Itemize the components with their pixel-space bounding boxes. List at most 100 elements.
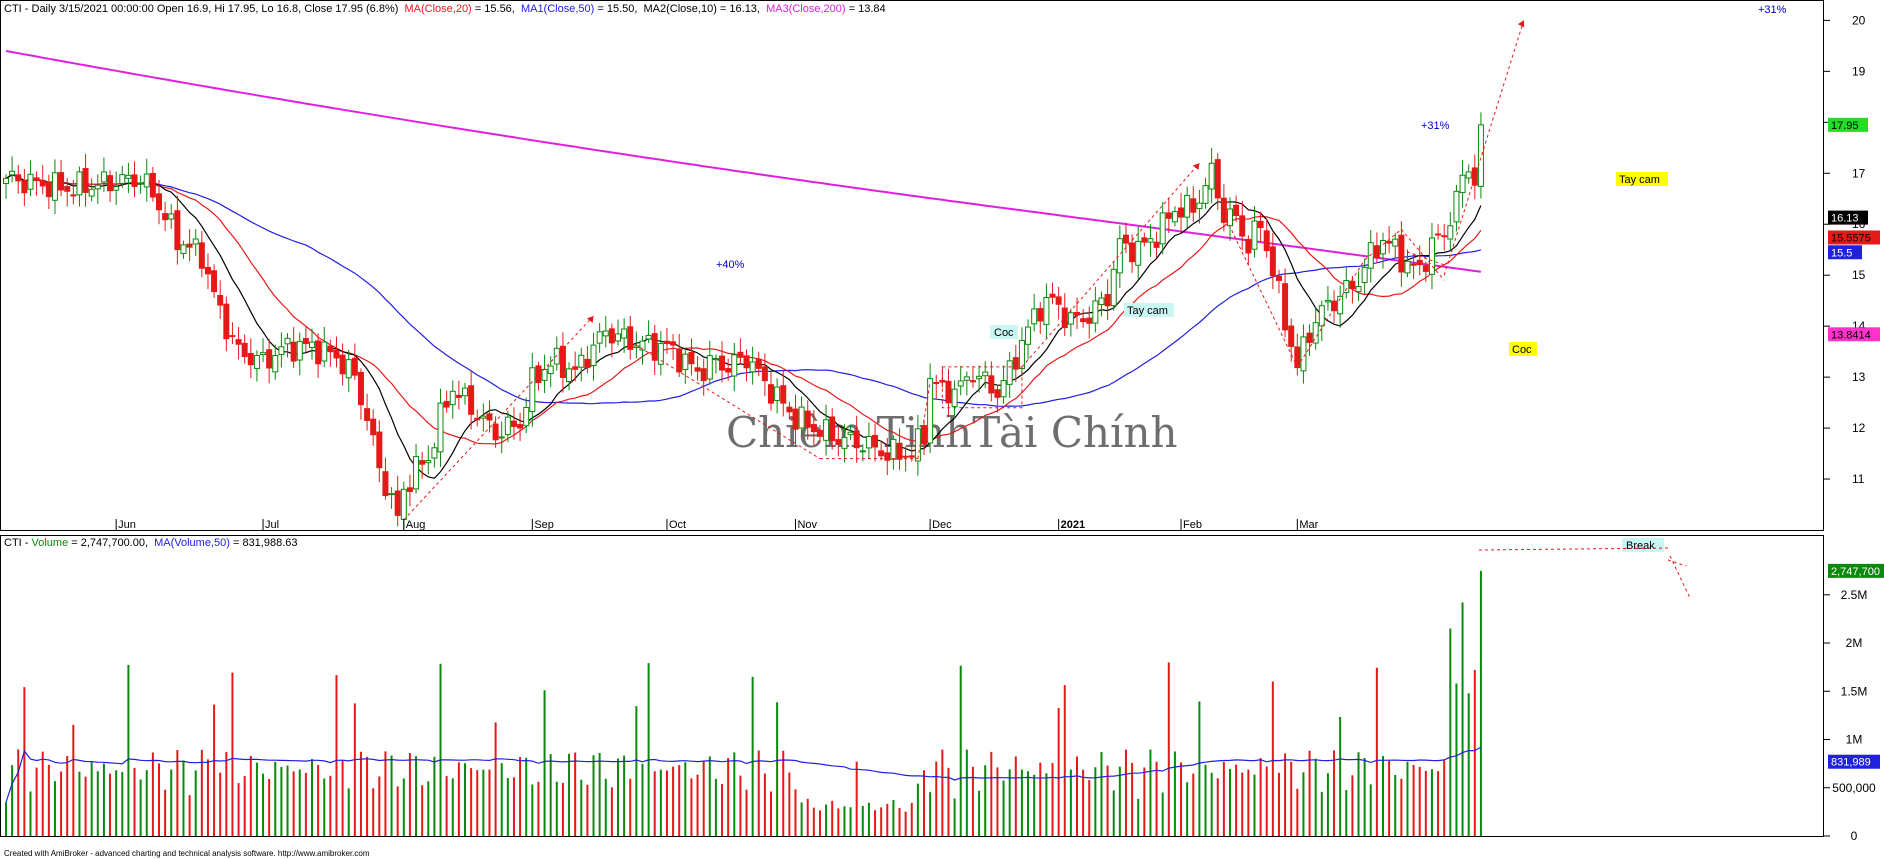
candle-body (719, 355, 726, 371)
candle-body (364, 408, 371, 421)
last-value-tags: 17.95 16.13 15.5575 15.5 13.8414 2,747,700 831… (1828, 117, 1884, 769)
candle-body (615, 333, 621, 342)
candle-body (1227, 208, 1233, 227)
candle-body (682, 353, 689, 371)
candle-body (382, 471, 389, 497)
candle-body (590, 344, 597, 366)
candle-body (180, 244, 187, 254)
candle-body (296, 340, 303, 361)
candle-body (309, 341, 315, 348)
candle-body (621, 328, 628, 339)
trend-line-mar (1443, 20, 1525, 276)
candle-body (572, 366, 579, 370)
volume-ma-line (5, 746, 1482, 803)
candle-body (510, 420, 517, 427)
candle-body (94, 184, 101, 190)
candle-body (1386, 240, 1393, 244)
month-label: Jun (118, 519, 136, 531)
arrow-head (1517, 20, 1525, 28)
candle-body (670, 341, 677, 346)
candles (3, 112, 1484, 530)
candle-body (419, 460, 426, 465)
candle-body (694, 367, 701, 372)
candle-body (1343, 279, 1350, 294)
candle-body (547, 365, 554, 375)
volume-value: = 2,747,700.00, (71, 537, 148, 549)
candle-body (1294, 346, 1301, 369)
candle-body (1129, 242, 1136, 263)
candle-body (33, 177, 40, 181)
candle-body (266, 349, 273, 369)
price-tick-label: 11 (1852, 472, 1865, 486)
ma50-line (5, 174, 1482, 407)
candle-body (162, 213, 169, 221)
candle-body (927, 378, 934, 444)
volume-tick-label: 500,000 (1832, 781, 1876, 795)
volume-ma-label: MA(Volume,50) (154, 537, 230, 549)
candle-body (945, 380, 952, 404)
candle-body (315, 340, 322, 365)
ma200-value: = 13.84 (849, 3, 886, 15)
candle-body (376, 431, 383, 469)
candle-body (963, 376, 970, 381)
candle-body (1171, 211, 1178, 223)
candle-body (859, 450, 866, 453)
candle-body (3, 177, 9, 184)
candle-body (39, 179, 46, 187)
candle-body (865, 435, 872, 449)
candle-body (1410, 263, 1417, 266)
candle-body (792, 408, 799, 430)
candle-body (774, 386, 781, 401)
candle-body (45, 181, 52, 198)
candle-body (688, 351, 695, 365)
candle-body (455, 394, 462, 398)
candle-body (468, 385, 475, 415)
candle-body (1067, 312, 1074, 325)
ma10-line (5, 174, 1482, 479)
month-label: Mar (1299, 519, 1318, 531)
candle-body (639, 340, 646, 351)
candle-body (1312, 322, 1319, 344)
candle-body (125, 174, 132, 179)
candle-body (725, 368, 732, 373)
coc2-label-bg (1509, 342, 1537, 356)
candle-body (823, 419, 830, 441)
moving-averages (5, 50, 1482, 479)
cup-line-right (917, 382, 931, 459)
candle-body (768, 384, 774, 404)
candle-body (217, 295, 224, 306)
candle-body (1190, 198, 1197, 213)
candle-body (1435, 233, 1442, 236)
tay-cam2-label: Tay cam (1619, 174, 1660, 186)
candle-body (578, 354, 585, 368)
candle-body (1245, 238, 1252, 254)
candle-body (229, 335, 236, 338)
candle-body (58, 172, 65, 191)
candle-body (566, 368, 573, 383)
month-label: Jul (265, 519, 279, 531)
candle-body (137, 182, 144, 185)
candle-body (64, 186, 71, 192)
candle-body (1086, 317, 1093, 324)
candle-body (804, 410, 811, 428)
ma200-label: MA3(Close,200) (766, 3, 845, 15)
volume-tick-label: 1.5M (1841, 684, 1868, 698)
candle-body (100, 171, 107, 183)
candle-body (786, 406, 793, 413)
candle-body (1061, 307, 1068, 329)
candle-body (1398, 234, 1405, 273)
candle-body (1110, 268, 1117, 307)
candle-body (156, 193, 162, 211)
candle-body (1349, 280, 1356, 290)
candle-body (107, 175, 114, 192)
candle-body (816, 429, 823, 437)
close-tag: 17.95 (1831, 120, 1859, 132)
arrow-head (1192, 163, 1200, 171)
candle-body (131, 174, 138, 187)
candle-body (449, 390, 456, 406)
candle-body (933, 381, 940, 385)
close-tag-bg (1828, 117, 1868, 132)
candle-body (517, 424, 524, 429)
handle2-line-b (1400, 229, 1445, 281)
candle-body (853, 430, 860, 449)
